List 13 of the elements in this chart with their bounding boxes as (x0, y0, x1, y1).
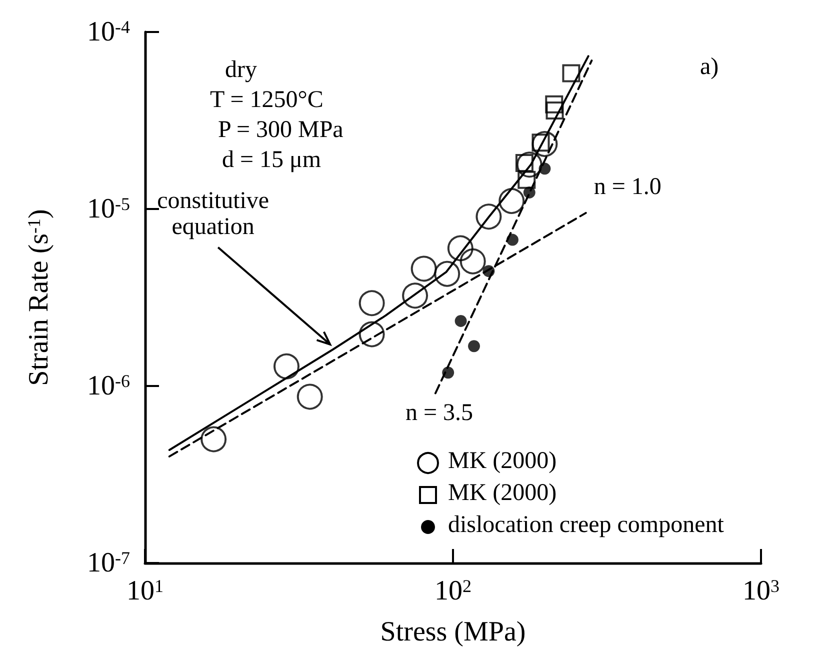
annotation: constitutive equation (156, 188, 270, 240)
legend-label: MK (2000) (448, 448, 557, 474)
annotation: T = 1250°C (210, 87, 324, 114)
annotation: n = 3.5 (405, 400, 473, 426)
annotation: a) (700, 54, 719, 80)
legend-label: dislocation creep component (448, 512, 724, 538)
annotation: P = 300 MPa (218, 117, 344, 144)
annotation: d = 15 μm (222, 147, 322, 174)
y-axis-title: Strain Rate (s-1) (24, 209, 54, 386)
annotation: dry (225, 57, 257, 84)
x-axis-title: Stress (MPa) (380, 616, 526, 648)
annotation: n = 1.0 (594, 174, 662, 200)
legend-label: MK (2000) (448, 480, 557, 506)
